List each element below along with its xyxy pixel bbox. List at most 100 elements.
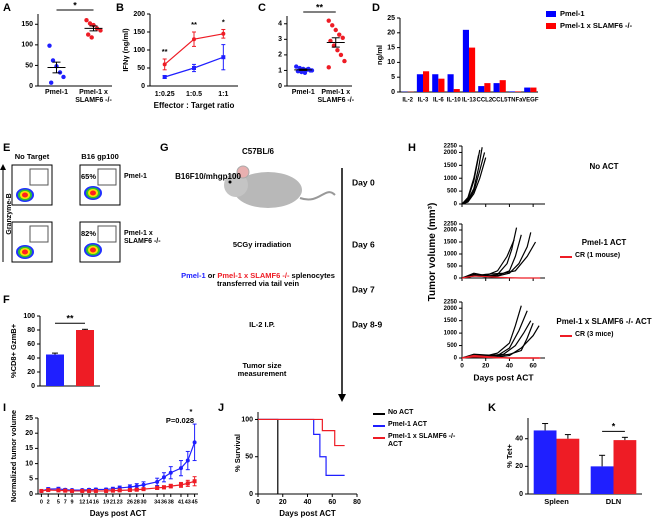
data-point — [342, 58, 347, 64]
point — [39, 488, 44, 493]
legend-label-box: CR (1 mouse) — [575, 252, 620, 259]
x-tick-label: 23 — [117, 499, 123, 505]
column-label: No Target — [15, 152, 50, 161]
x-tick-label: IL-2 — [402, 98, 413, 104]
data-point — [326, 65, 331, 70]
point — [192, 37, 196, 42]
gate — [29, 225, 49, 243]
significance: * — [73, 0, 77, 10]
day-label: Day 8-9 — [352, 319, 383, 329]
bar — [478, 86, 485, 92]
data-point — [61, 74, 66, 80]
legend-label: Pmel-1 — [560, 9, 585, 18]
y-tick-label: 0 — [454, 202, 458, 208]
legend-label-box: CR (3 mice) — [575, 331, 614, 338]
legend-swatch — [546, 23, 556, 29]
point — [63, 488, 68, 493]
annotation: ** — [162, 47, 168, 56]
mouse-strain: C57BL/6 — [242, 147, 275, 156]
protocol-step: Pmel-1 or Pmel-1 x SLAMF6 -/- splenocyte… — [180, 272, 336, 306]
day-label: Day 6 — [352, 239, 375, 249]
y-tick-label: 2000 — [444, 306, 458, 312]
data-point — [338, 52, 344, 58]
x-tick-label: 36 — [161, 499, 167, 505]
bar — [416, 74, 423, 92]
step-text: Pmel-1 — [181, 272, 206, 280]
bar — [432, 74, 439, 92]
x-tick-label: VEGF — [522, 98, 539, 104]
x-tick-label: Pmel-1 — [45, 89, 68, 96]
y-tick-label: 1500 — [444, 163, 458, 169]
y-tick-label: 10 — [387, 59, 395, 66]
y-tick-label: 80 — [27, 327, 35, 334]
point — [192, 66, 196, 70]
y-tick-label: 20 — [25, 430, 33, 437]
annotation: * — [190, 407, 193, 416]
y-axis-title-box: Tumor volume (mm³) — [426, 202, 438, 302]
x-tick-label: IL-6 — [433, 98, 444, 104]
point — [221, 55, 226, 60]
x-tick-label: 2 — [47, 499, 50, 505]
x-axis-title: Days post ACT — [90, 509, 147, 518]
bar — [423, 71, 430, 92]
annotation-box: Pmel-1 ACT — [581, 239, 627, 247]
data-point — [337, 32, 342, 37]
series-line — [258, 418, 345, 476]
panel-letter: I — [3, 402, 6, 414]
step-text: Pmel-1 x SLAMF6 -/- — [217, 272, 290, 280]
gate — [97, 168, 117, 186]
point — [127, 488, 132, 493]
y-tick-label: 0 — [29, 491, 33, 498]
series-line — [461, 356, 540, 359]
x-tick-label: 41 — [178, 499, 184, 505]
point — [134, 487, 139, 492]
point — [162, 75, 167, 79]
data-point — [49, 80, 54, 85]
data-point — [89, 35, 94, 40]
x-tick-label: 60 — [530, 363, 538, 370]
legend-label: CR (3 mice) — [575, 331, 614, 338]
x-tick-label: 30 — [140, 499, 146, 505]
bar — [533, 430, 557, 494]
y-tick-label: 0 — [31, 383, 35, 390]
y-axis-title: Tumor volume (mm³) — [426, 202, 438, 302]
y-tick-label: 5 — [29, 476, 33, 483]
series-line — [258, 418, 279, 494]
point — [155, 479, 160, 484]
x-tick-label: 43 — [185, 499, 191, 505]
x-tick-label: 19 — [103, 499, 109, 505]
bar — [508, 91, 515, 92]
protocol-step: Tumor size measurement — [237, 362, 287, 379]
annotation: Pmel-1 ACT — [581, 239, 627, 247]
y-tick-label: 15 — [387, 44, 395, 51]
x-axis-title: Days post ACT — [473, 372, 534, 382]
x-tick-label: 28 — [134, 499, 140, 505]
y-tick-label: 1000 — [444, 331, 458, 337]
y-tick-label: 0 — [391, 89, 395, 96]
y-tick-label: 0 — [278, 83, 282, 90]
x-tick-label: 40 — [304, 499, 312, 506]
y-tick-label: 5 — [391, 74, 395, 81]
y-tick-label: 4 — [278, 21, 282, 28]
significance: * — [612, 422, 616, 432]
y-tick-label: 100 — [241, 416, 253, 423]
y-tick-label: 0 — [454, 356, 458, 362]
bar — [447, 74, 454, 92]
y-tick-label: 2250 — [444, 144, 458, 150]
point — [93, 488, 98, 493]
y-tick-label: 150 — [133, 29, 145, 36]
y-tick-label: 50 — [245, 454, 253, 461]
y-axis-title: % Survival — [232, 434, 242, 472]
significance: ** — [66, 314, 74, 324]
data-point — [333, 27, 338, 33]
data-point — [50, 58, 56, 63]
y-tick-label: 20 — [387, 30, 395, 37]
x-tick-label: 1:0.25 — [155, 91, 175, 98]
y-tick-label: 1 — [278, 67, 282, 74]
panel-letter: F — [3, 294, 10, 306]
x-tick-label: 20 — [279, 499, 287, 506]
point — [185, 458, 190, 463]
y-tick-label: 500 — [447, 343, 458, 349]
